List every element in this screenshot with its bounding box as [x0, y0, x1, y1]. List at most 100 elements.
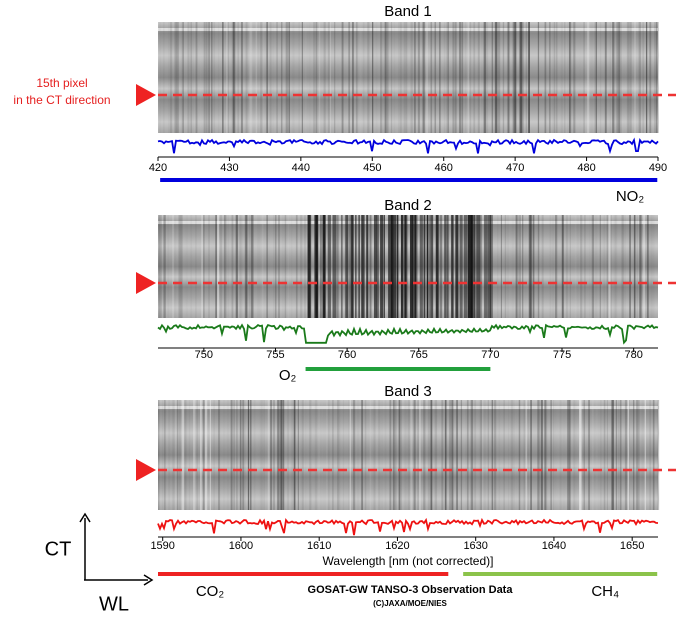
strip-line	[455, 22, 457, 133]
strip-line	[272, 22, 274, 133]
strip-line	[174, 22, 177, 133]
strip-line	[223, 400, 225, 510]
strip-line	[430, 400, 433, 510]
x-tick-label: 755	[266, 349, 284, 361]
strip-line	[604, 22, 607, 133]
strip-line	[406, 22, 408, 133]
strip-line	[285, 22, 288, 133]
strip-line	[349, 400, 351, 510]
strip-line	[642, 22, 644, 133]
strip-line	[380, 22, 382, 133]
strip-line	[411, 22, 413, 133]
strip-line	[627, 400, 630, 510]
strip-line	[310, 400, 312, 510]
strip-line	[487, 22, 488, 133]
strip-line	[269, 22, 272, 133]
strip-line	[358, 215, 360, 318]
strip-line	[240, 22, 243, 133]
strip-line	[244, 215, 247, 318]
strip-line	[394, 400, 397, 510]
strip-line	[280, 22, 283, 133]
strip-line	[174, 400, 177, 510]
strip-line	[484, 215, 488, 318]
strip-line	[288, 22, 290, 133]
spectrum	[157, 517, 659, 536]
strip-line	[504, 215, 507, 318]
strip-line	[617, 22, 620, 133]
strip-line	[521, 22, 524, 133]
strip-line	[426, 215, 429, 318]
strip-line	[380, 215, 384, 318]
strip-line	[344, 215, 349, 318]
strip-line	[455, 215, 459, 318]
strip-line	[369, 400, 372, 510]
strip-line	[282, 215, 284, 318]
strip-line	[519, 22, 522, 133]
strip-line	[459, 215, 463, 318]
strip-line	[278, 215, 280, 318]
strip-line	[399, 22, 402, 133]
strip-line	[245, 215, 248, 318]
strip-line	[525, 22, 528, 133]
strip-line	[552, 22, 553, 133]
strip-line	[528, 22, 530, 133]
strip-line	[227, 22, 229, 133]
strip-line	[346, 215, 348, 318]
strip-line	[212, 215, 214, 318]
strip-line	[383, 215, 385, 318]
strip-line	[372, 22, 374, 133]
strip-line	[277, 400, 280, 510]
strip-line	[242, 400, 244, 510]
strip-line	[230, 400, 233, 510]
strip-line	[398, 400, 401, 510]
strip-line	[266, 215, 268, 318]
x-tick-label: 750	[195, 349, 213, 361]
strip-line	[320, 215, 322, 318]
strip-line	[315, 22, 318, 133]
strip	[158, 215, 658, 318]
strip-line	[385, 400, 387, 510]
strip-line	[378, 400, 381, 510]
strip-line	[247, 400, 250, 510]
strip-line	[552, 215, 554, 318]
strip-line	[348, 400, 349, 510]
strip-line	[182, 22, 184, 133]
strip-line	[196, 400, 198, 510]
strip-line	[446, 215, 449, 318]
strip-line	[283, 400, 285, 510]
strip-line	[195, 22, 198, 133]
species-label: O₂	[279, 367, 297, 384]
strip-line	[482, 400, 484, 510]
strip-line	[541, 22, 543, 133]
strip-line	[494, 400, 497, 510]
strip-line	[557, 22, 559, 133]
strip-line	[244, 400, 246, 510]
strip-line	[215, 215, 217, 318]
strip-line	[159, 215, 162, 318]
strip-line	[239, 400, 242, 510]
x-tick-label: 450	[363, 162, 381, 174]
strip-line	[558, 400, 560, 510]
strip-line	[657, 400, 660, 510]
strip-line	[361, 400, 364, 510]
spectrum	[157, 137, 659, 155]
strip-line	[479, 215, 482, 318]
species-label: CO₂	[196, 583, 225, 600]
strip-line	[225, 215, 227, 318]
strip-line	[529, 215, 532, 318]
strip-line	[603, 215, 605, 318]
strip-line	[287, 22, 289, 133]
x-tick-label: 765	[410, 349, 428, 361]
strip-line	[422, 22, 425, 133]
strip-line	[284, 215, 287, 318]
strip-line	[537, 400, 540, 510]
strip-line	[619, 22, 622, 133]
strip-line	[404, 400, 407, 510]
strip-line	[417, 22, 420, 133]
strip-line	[241, 400, 243, 510]
strip-line	[463, 215, 468, 318]
strip-line	[324, 215, 326, 318]
species-label: CH₄	[591, 583, 619, 600]
strip-line	[298, 22, 300, 133]
strip-line	[250, 400, 252, 510]
